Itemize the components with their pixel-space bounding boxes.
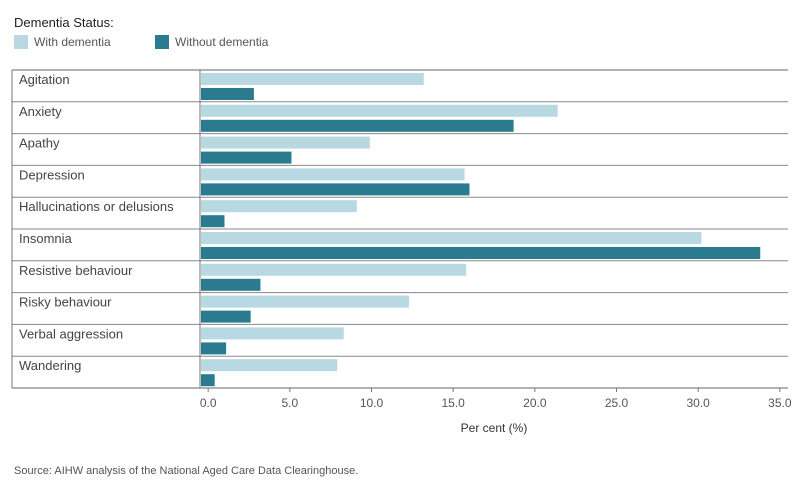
x-axis-title: Per cent (%) xyxy=(461,421,528,435)
category-label: Resistive behaviour xyxy=(19,263,133,278)
category-label: Wandering xyxy=(19,358,81,373)
legend-item-without-dementia: Without dementia xyxy=(155,35,268,49)
legend-item-with-dementia: With dementia xyxy=(14,35,111,49)
category-label: Apathy xyxy=(19,136,60,151)
x-tick-label: 20.0 xyxy=(523,396,547,410)
x-tick-label: 10.0 xyxy=(360,396,384,410)
bar xyxy=(201,73,424,85)
bar xyxy=(201,295,410,308)
bar xyxy=(201,247,761,259)
bar xyxy=(201,183,470,196)
legend-title: Dementia Status: xyxy=(14,15,114,30)
bar xyxy=(201,232,702,244)
legend-swatch-without-dementia xyxy=(155,35,169,49)
bar xyxy=(201,359,338,372)
category-label: Verbal aggression xyxy=(19,326,123,341)
bar xyxy=(201,263,467,276)
x-tick-label: 25.0 xyxy=(605,396,629,410)
legend-label-with-dementia: With dementia xyxy=(34,35,111,49)
bar xyxy=(201,374,215,387)
category-label: Hallucinations or delusions xyxy=(19,199,174,214)
bar xyxy=(201,168,465,181)
legend-label-without-dementia: Without dementia xyxy=(175,35,269,49)
category-label: Risky behaviour xyxy=(19,295,112,310)
category-label: Insomnia xyxy=(19,231,73,246)
bar xyxy=(201,136,370,149)
x-tick-label: 35.0 xyxy=(768,396,792,410)
x-tick-label: 15.0 xyxy=(441,396,465,410)
category-label: Depression xyxy=(19,167,85,182)
bar xyxy=(201,327,344,340)
bar xyxy=(201,215,225,228)
bar xyxy=(201,342,227,355)
bar xyxy=(201,151,292,164)
legend-swatch-with-dementia xyxy=(14,35,28,49)
source-note: Source: AIHW analysis of the National Ag… xyxy=(14,465,359,477)
x-tick-label: 0.0 xyxy=(200,396,217,410)
bar xyxy=(201,200,357,213)
x-tick-label: 30.0 xyxy=(686,396,710,410)
bar xyxy=(201,119,514,132)
bar xyxy=(201,310,251,323)
x-tick-label: 5.0 xyxy=(281,396,298,410)
bar xyxy=(201,104,558,117)
category-label: Anxiety xyxy=(19,104,62,119)
bar-chart: Agitation Anxiety Apathy Depression Hallucin… xyxy=(11,69,792,435)
bar xyxy=(201,278,261,291)
bar xyxy=(201,88,254,100)
category-label: Agitation xyxy=(19,72,70,87)
